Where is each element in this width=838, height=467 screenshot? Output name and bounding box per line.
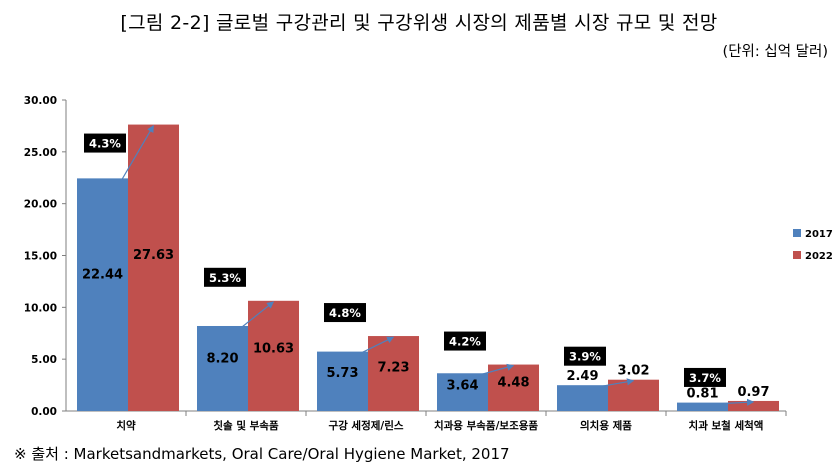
legend-swatch-2017 (793, 229, 801, 237)
growth-arrow (241, 301, 275, 328)
category-label: 의치용 제품 (580, 419, 632, 432)
bar-2022 (248, 300, 299, 411)
cagr-label: 4.3% (89, 137, 121, 151)
data-label-2017: 3.64 (446, 378, 478, 393)
cagr-box (444, 331, 486, 351)
data-label-2017: 2.49 (566, 369, 598, 384)
cagr-box (204, 267, 246, 287)
data-label-2022: 0.97 (737, 385, 769, 400)
y-tick-label: 20.00 (24, 199, 57, 211)
legend-swatch-2022 (793, 251, 801, 259)
bar-2017 (437, 373, 488, 411)
bar-2022 (728, 400, 779, 411)
data-label-2022: 7.23 (377, 360, 409, 375)
unit-label: (단위: 십억 달러) (722, 44, 828, 60)
growth-arrow (721, 398, 755, 406)
growth-arrow (601, 378, 635, 387)
cagr-label: 4.2% (449, 335, 481, 349)
chart-title: [그림 2-2] 글로벌 구강관리 및 구강위생 시장의 제품별 시장 규모 및… (120, 12, 718, 34)
data-label-2017: 5.73 (326, 366, 358, 381)
bar-2017 (677, 402, 728, 411)
data-label-2022: 3.02 (617, 364, 649, 379)
cagr-label: 3.9% (569, 350, 601, 364)
growth-arrow (361, 336, 395, 354)
data-label-2017: 8.20 (206, 352, 238, 367)
category-label: 치과용 부속품/보조용품 (434, 419, 538, 432)
y-tick-label: 0.00 (31, 406, 57, 418)
cagr-box (324, 303, 366, 323)
data-label-2017: 22.44 (82, 267, 123, 282)
bar-2022 (488, 364, 539, 411)
legend-label-2017: 2017 (805, 229, 833, 240)
category-label: 칫솔 및 부속품 (213, 419, 279, 432)
bar-2022 (368, 336, 419, 411)
bar-2017 (77, 178, 128, 411)
category-label: 치과 보철 세척액 (689, 419, 764, 432)
y-tick-label: 30.00 (24, 95, 57, 107)
source-note: ※ 출처 : Marketsandmarkets, Oral Care/Oral… (14, 445, 510, 463)
bar-2022 (128, 124, 179, 411)
bar-2017 (197, 325, 248, 411)
bar-2017 (317, 351, 368, 411)
cagr-box (564, 346, 606, 366)
y-tick-label: 10.00 (24, 302, 57, 314)
data-label-2022: 4.48 (497, 375, 529, 390)
bar-2017 (557, 385, 608, 411)
cagr-label: 4.8% (329, 306, 361, 320)
cagr-label: 5.3% (209, 271, 241, 285)
data-label-2017: 0.81 (686, 387, 718, 402)
y-tick-label: 5.00 (31, 354, 57, 366)
cagr-box (84, 133, 126, 153)
y-tick-label: 25.00 (24, 147, 57, 159)
growth-arrow (481, 363, 515, 375)
category-label: 치약 (116, 419, 136, 432)
y-tick-label: 15.00 (24, 251, 57, 263)
growth-arrow (121, 124, 155, 180)
category-label: 구강 세정제/린스 (328, 419, 403, 432)
data-label-2022: 10.63 (253, 342, 294, 357)
cagr-label: 3.7% (689, 371, 721, 385)
legend-label-2022: 2022 (805, 251, 833, 262)
cagr-box (684, 367, 726, 387)
data-label-2022: 27.63 (133, 248, 174, 263)
